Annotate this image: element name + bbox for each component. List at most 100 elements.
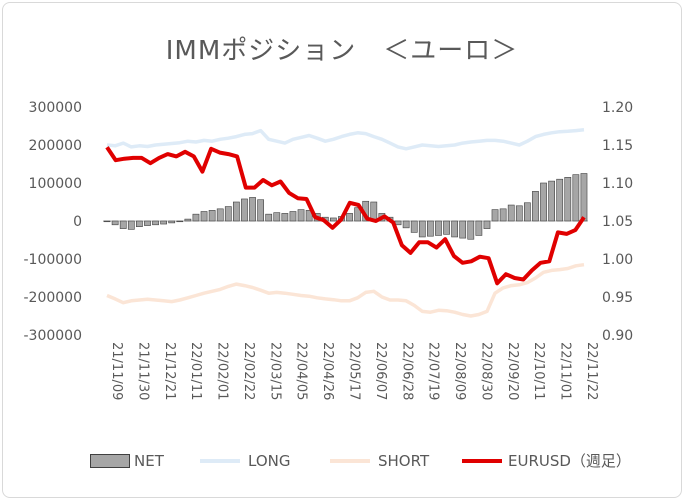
chart-svg: 300000 200000 100000 0 -100000 -200000 -300000… bbox=[24, 100, 634, 400]
x-tick-label: 22/05/17 bbox=[347, 342, 362, 400]
net-bar bbox=[176, 220, 184, 223]
series-lines bbox=[105, 128, 586, 318]
x-tick-label: 21/11/09 bbox=[109, 342, 124, 400]
x-tick-label: 22/11/22 bbox=[584, 342, 599, 400]
net-bar bbox=[136, 220, 143, 227]
x-tick-label: 22/08/09 bbox=[452, 342, 467, 400]
net-bar bbox=[410, 220, 418, 233]
net-bar bbox=[427, 220, 434, 237]
net-bar bbox=[443, 220, 450, 235]
chart-title: IMMポジション ＜ユーロ＞ bbox=[165, 36, 519, 66]
net-bar bbox=[354, 207, 361, 222]
net-bar bbox=[265, 213, 273, 222]
net-bar bbox=[459, 220, 467, 239]
net-bar bbox=[402, 220, 410, 229]
net-bar bbox=[499, 208, 507, 222]
net-bar bbox=[540, 182, 547, 222]
net-bar bbox=[475, 220, 483, 236]
legend-short-label: SHORT bbox=[378, 452, 430, 470]
legend-net-swatch bbox=[90, 454, 130, 468]
legend-eurusd-label: EURUSD（週足） bbox=[508, 452, 631, 470]
legend-long-label: LONG bbox=[248, 452, 291, 470]
legend-short-swatch bbox=[330, 459, 370, 463]
net-bar bbox=[515, 205, 523, 222]
net-bar bbox=[289, 211, 297, 222]
left-tick-label: 200000 bbox=[29, 138, 82, 154]
net-bar bbox=[524, 202, 531, 222]
eurusd-line bbox=[105, 146, 586, 286]
legend-eurusd-swatch bbox=[462, 459, 502, 463]
net-bar bbox=[467, 220, 475, 240]
right-tick-label: 1.10 bbox=[602, 176, 633, 192]
left-tick-label: -200000 bbox=[24, 290, 83, 306]
x-tick-label: 22/04/26 bbox=[320, 342, 335, 400]
net-bar bbox=[224, 206, 232, 222]
left-tick-label: -100000 bbox=[24, 252, 83, 268]
right-tick-label: 0.95 bbox=[602, 290, 633, 306]
x-tick-label: 22/04/05 bbox=[294, 342, 309, 400]
net-bar bbox=[418, 220, 426, 238]
net-bar bbox=[548, 180, 555, 222]
net-bars bbox=[103, 173, 588, 240]
x-tick-label: 22/02/01 bbox=[215, 342, 230, 400]
x-tick-label: 22/07/19 bbox=[426, 342, 441, 400]
net-bar bbox=[507, 204, 515, 222]
long-line bbox=[106, 128, 585, 151]
right-tick-label: 1.20 bbox=[602, 100, 633, 116]
net-bar bbox=[435, 220, 442, 236]
x-tick-label: 21/12/21 bbox=[162, 342, 177, 400]
net-bar bbox=[532, 191, 539, 222]
legend: NET LONG SHORT EURUSD（週足） bbox=[0, 450, 684, 474]
net-bar bbox=[305, 210, 313, 222]
x-tick-label: 22/11/01 bbox=[558, 342, 573, 400]
net-bar bbox=[297, 209, 305, 222]
x-tick-label: 22/06/07 bbox=[373, 342, 388, 400]
net-bar bbox=[257, 199, 264, 222]
left-tick-label: 0 bbox=[73, 214, 82, 230]
net-bar bbox=[556, 178, 564, 222]
net-bar bbox=[330, 217, 337, 222]
net-bar bbox=[111, 220, 119, 226]
x-tick-label: 22/10/11 bbox=[531, 342, 546, 400]
right-tick-label: 1.15 bbox=[602, 138, 633, 154]
net-bar bbox=[144, 220, 151, 226]
net-bar bbox=[572, 174, 580, 222]
net-bar bbox=[152, 220, 159, 226]
net-bar bbox=[184, 218, 192, 222]
legend-long-swatch bbox=[200, 459, 240, 463]
net-bar bbox=[103, 220, 111, 223]
x-tick-label: 22/08/30 bbox=[478, 342, 493, 400]
net-bar bbox=[580, 173, 588, 222]
net-bar bbox=[281, 213, 289, 222]
right-axis-ticks: 1.20 1.15 1.10 1.05 1.00 0.95 0.90 bbox=[602, 100, 633, 344]
x-tick-label: 21/11/30 bbox=[135, 342, 150, 400]
short-line bbox=[106, 262, 585, 318]
left-tick-label: 100000 bbox=[29, 176, 82, 192]
net-bar bbox=[200, 211, 208, 222]
net-bar bbox=[483, 220, 491, 229]
net-bar bbox=[192, 213, 200, 222]
x-tick-label: 22/02/22 bbox=[241, 342, 256, 400]
left-tick-label: 300000 bbox=[29, 100, 82, 116]
x-tick-label: 22/06/28 bbox=[399, 342, 414, 400]
net-bar bbox=[160, 220, 167, 225]
net-bar bbox=[451, 220, 458, 238]
legend-net-label: NET bbox=[134, 452, 164, 470]
net-bar bbox=[127, 220, 135, 230]
net-bar bbox=[273, 212, 281, 222]
left-tick-label: -300000 bbox=[24, 328, 83, 344]
net-bar bbox=[233, 201, 240, 222]
right-tick-label: 1.00 bbox=[602, 252, 633, 268]
x-tick-label: 22/03/15 bbox=[267, 342, 282, 400]
x-axis-ticks: 21/11/09 21/11/30 21/12/21 22/01/11 22/02/01… bbox=[109, 342, 599, 400]
net-bar bbox=[216, 208, 224, 222]
left-axis-ticks: 300000 200000 100000 0 -100000 -200000 -300000 bbox=[24, 100, 83, 344]
net-bar bbox=[168, 220, 176, 224]
x-tick-label: 22/01/11 bbox=[188, 342, 203, 400]
right-tick-label: 0.90 bbox=[602, 328, 633, 344]
net-bar bbox=[346, 213, 353, 222]
net-bar bbox=[119, 220, 127, 229]
net-bar bbox=[208, 210, 216, 222]
net-bar bbox=[564, 177, 572, 222]
